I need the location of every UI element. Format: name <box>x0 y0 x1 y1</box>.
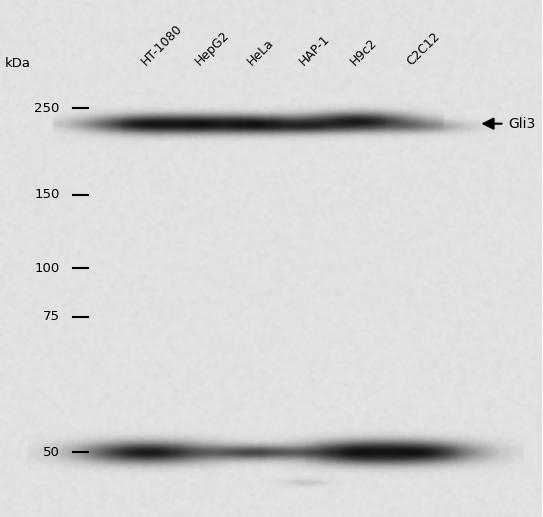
Text: C2C12: C2C12 <box>405 30 443 68</box>
Text: 150: 150 <box>34 189 60 202</box>
Text: HAP-1: HAP-1 <box>297 32 332 68</box>
Text: H9c2: H9c2 <box>348 36 380 68</box>
Text: 50: 50 <box>43 446 60 459</box>
Text: HT-1080: HT-1080 <box>138 22 185 68</box>
Text: Gli3: Gli3 <box>508 117 536 131</box>
Text: 75: 75 <box>43 311 60 324</box>
Text: 250: 250 <box>34 101 60 114</box>
Text: HepG2: HepG2 <box>192 28 231 68</box>
Text: HeLa: HeLa <box>245 36 277 68</box>
Text: kDa: kDa <box>5 57 31 70</box>
Text: 100: 100 <box>35 262 60 275</box>
